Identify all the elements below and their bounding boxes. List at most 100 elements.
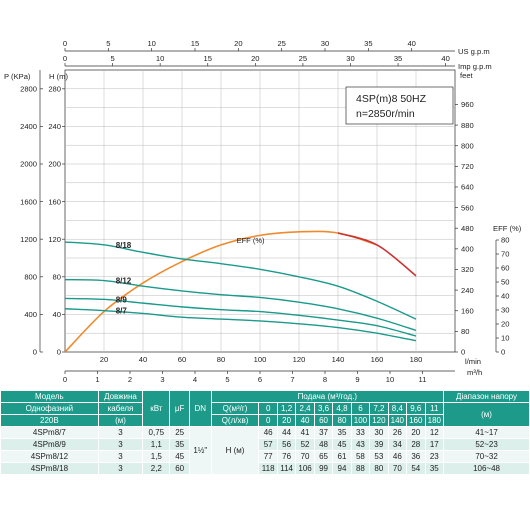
cell-head-value: 46	[387, 450, 408, 463]
cell-model: 4SPm8/9	[0, 438, 99, 451]
axis-us-gpm-tick-label: 5	[106, 39, 110, 48]
cell-head-value: 26	[387, 426, 408, 439]
axis-m3h-tick-label: 9	[355, 375, 359, 384]
axis-imp-gpm-tick-label: 0	[63, 54, 67, 63]
axis-feet-tick-label: 960	[461, 100, 474, 109]
th-uf: μF	[169, 390, 190, 427]
th-q-lmin-value: 160	[406, 414, 426, 427]
spec-table-panel: Модель Довжина кВт μF DN Подача (м³/год.…	[0, 390, 530, 530]
th-q-m3h-value: 1,2	[276, 402, 297, 415]
axis-imp-gpm-tick-label: 25	[299, 54, 307, 63]
th-q-lmin-value: 20	[276, 414, 297, 427]
axis-imp-gpm-tick-label: 20	[251, 54, 259, 63]
head-curve-label: 8/18	[116, 241, 132, 250]
th-kw: кВт	[142, 390, 171, 427]
head-curve-8-7	[64, 308, 417, 342]
cell-head-value: 114	[276, 462, 297, 475]
axis-m3h-tick-label: 11	[419, 375, 427, 384]
cell-head-value: 37	[313, 426, 334, 439]
cell-head-value: 44	[276, 426, 297, 439]
axis-lmin-tick-label: 80	[217, 355, 225, 364]
axis-eff-tick-label: 50	[501, 278, 509, 287]
th-model-sub: Однофазний	[0, 402, 99, 415]
th-cable: Довжина	[97, 390, 144, 403]
axis-lmin-tick-label: 140	[332, 355, 345, 364]
th-q-m3h: Q(м³/г)	[210, 402, 260, 415]
axis-head-tick-label: 40	[53, 310, 61, 319]
th-flow: Подача (м³/год.)	[210, 390, 445, 403]
cell-head-value: 39	[369, 438, 389, 451]
cell-head-value: 76	[276, 450, 297, 463]
cell-head-value: 88	[350, 462, 371, 475]
axis-eff-tick-label: 40	[501, 292, 509, 301]
cell-head-value: 35	[424, 462, 445, 475]
axis-imp-gpm-label: Imp g.p.m	[458, 62, 492, 71]
cell-head-value: 35	[332, 426, 352, 439]
title-box-frame	[345, 86, 454, 125]
axis-kpa-tick-label: 2000	[20, 160, 37, 169]
axis-head-label: H (m)	[49, 72, 68, 81]
cell-h-label: H (м)	[210, 426, 260, 475]
axis-head-tick-label: 0	[57, 348, 61, 357]
cell-head-value: 57	[258, 438, 278, 451]
axis-eff-tick-label: 20	[501, 320, 509, 329]
th-model-voltage: 220В	[0, 414, 99, 427]
head-curve-8-12	[64, 278, 417, 332]
axis-us-gpm-tick-label: 0	[63, 39, 67, 48]
axis-m3h-tick-label: 5	[225, 375, 229, 384]
table-row: 4SPm8/18 3 2,2 60 118 114 106 99 94 88 80 70 54 35 106…	[0, 462, 530, 475]
axis-eff-label: EFF (%)	[493, 224, 522, 233]
th-q-m3h-value: 6	[350, 402, 371, 415]
cell-head-value: 58	[350, 450, 371, 463]
cell-head-value: 17	[424, 438, 445, 451]
head-curve-8-9	[64, 297, 417, 337]
cell-head-value: 45	[332, 438, 352, 451]
axis-feet-tick-label: 0	[461, 348, 465, 357]
axis-kpa-tick-label: 2800	[20, 85, 37, 94]
cell-model: 4SPm8/7	[0, 426, 99, 439]
axis-kpa-tick-label: 2400	[20, 122, 37, 131]
axis-m3h-tick-label: 7	[290, 375, 294, 384]
axis-m3h-tick-label: 4	[193, 375, 197, 384]
th-q-m3h-value: 7,2	[369, 402, 389, 415]
axis-lmin-tick-label: 100	[254, 355, 267, 364]
cell-head-value: 65	[313, 450, 334, 463]
axis-lmin-tick-label: 60	[178, 355, 186, 364]
th-q-lmin-value: 0	[258, 414, 278, 427]
cell-head-value: 54	[406, 462, 426, 475]
cell-head-value: 46	[258, 426, 278, 439]
axis-eff-tick-label: 60	[501, 264, 509, 273]
axis-m3h-label: m³/h	[467, 368, 482, 377]
axis-imp-gpm-tick-label: 35	[394, 54, 402, 63]
head-curve-label: 8/12	[116, 277, 132, 286]
th-q-m3h-value: 4,8	[332, 402, 352, 415]
cell-head-value: 53	[369, 450, 389, 463]
axis-kpa-tick-label: 800	[24, 273, 37, 282]
axis-lmin-tick-label: 160	[371, 355, 384, 364]
cell-head-value: 30	[369, 426, 389, 439]
axis-eff-tick-label: 0	[501, 348, 505, 357]
chart-curves	[64, 230, 417, 353]
axis-head-tick-label: 240	[48, 122, 61, 131]
axis-lmin-tick-label: 180	[410, 355, 423, 364]
axis-us-gpm-label: US g.p.m	[458, 47, 490, 56]
axis-us-gpm-tick-label: 40	[407, 39, 415, 48]
th-q-lmin-value: 120	[369, 414, 389, 427]
cell-kw: 1,5	[142, 450, 171, 463]
cell-dn: 1½"	[188, 426, 212, 475]
cell-cable: 3	[97, 426, 144, 439]
cell-range: 41~17	[443, 426, 530, 439]
axis-feet-tick-label: 80	[461, 327, 469, 336]
axis-lmin-tick-label: 40	[139, 355, 147, 364]
cell-head-value: 61	[332, 450, 352, 463]
cell-uf: 35	[169, 438, 190, 451]
table-row: 4SPm8/7 3 0,75 25 1½" H (м) 46 44 41 37 35 33 30 26 20…	[0, 426, 530, 475]
cell-head-value: 12	[424, 426, 445, 439]
th-q-m3h-value: 2,4	[295, 402, 315, 415]
cell-head-value: 48	[313, 438, 334, 451]
th-q-lmin-value: 100	[350, 414, 371, 427]
axis-kpa-label: P (KPa)	[4, 72, 31, 81]
cell-head-value: 43	[350, 438, 371, 451]
axis-us-gpm-tick-label: 15	[191, 39, 199, 48]
